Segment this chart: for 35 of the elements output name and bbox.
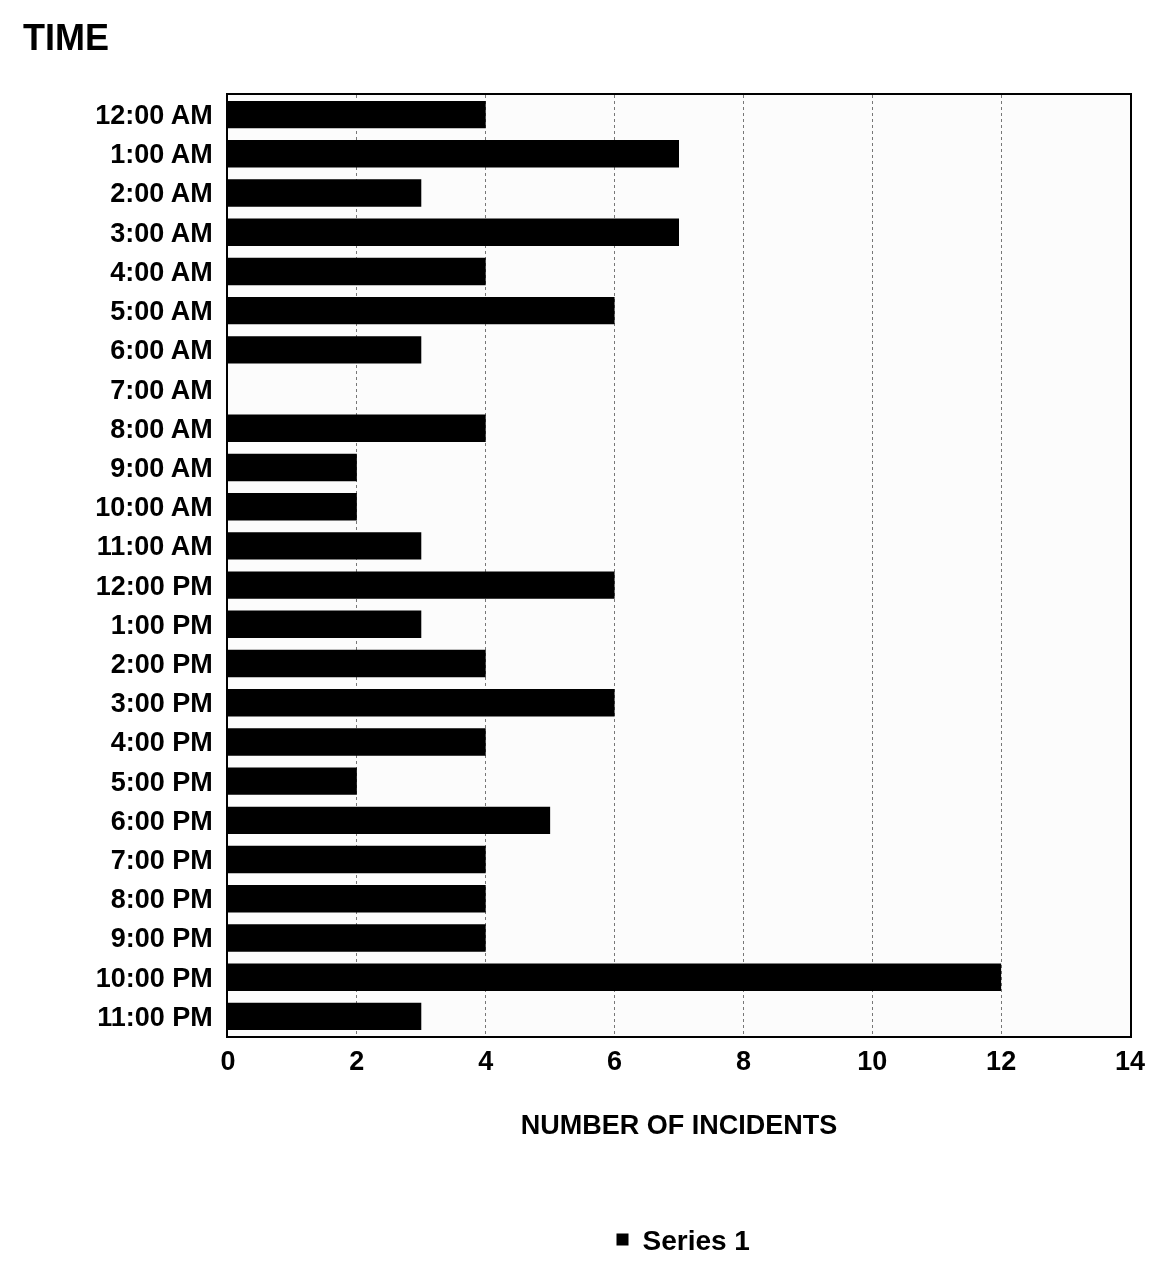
x-tick-label: 12: [986, 1046, 1017, 1077]
y-tick-label: 5:00 AM: [110, 296, 213, 327]
y-tick-label: 10:00 PM: [95, 962, 213, 993]
y-tick-label: 3:00 PM: [110, 688, 213, 719]
x-tick-label: 10: [857, 1046, 888, 1077]
y-tick-label: 10:00 AM: [95, 492, 213, 523]
y-tick-label: 11:00 AM: [96, 531, 213, 562]
y-tick-label: 12:00 AM: [95, 100, 213, 131]
y-tick-label: 8:00 AM: [110, 413, 213, 444]
y-tick-label: 2:00 AM: [110, 178, 213, 209]
y-tick-label: 4:00 PM: [110, 727, 213, 758]
y-tick-label: 8:00 PM: [110, 884, 213, 915]
x-tick-label: 14: [1114, 1046, 1146, 1077]
y-tick-label: 4:00 AM: [110, 256, 213, 287]
x-tick-label: 4: [478, 1046, 494, 1077]
y-tick-label: 6:00 AM: [110, 335, 213, 366]
y-tick-label: 1:00 PM: [110, 609, 213, 640]
y-tick-label: 7:00 AM: [110, 374, 213, 405]
legend-label: Series 1: [642, 1225, 750, 1257]
x-tick-label: 8: [735, 1046, 751, 1077]
y-tick-label: 3:00 AM: [110, 217, 213, 248]
y-tick-label: 9:00 AM: [110, 452, 213, 483]
y-tick-label: 11:00 PM: [97, 1001, 213, 1032]
y-tick-label: 1:00 AM: [110, 139, 213, 170]
x-tick-label: 0: [220, 1046, 236, 1077]
y-tick-label: 7:00 PM: [110, 845, 213, 876]
y-tick-label: 12:00 PM: [95, 570, 213, 601]
y-axis-title: TIME: [23, 17, 109, 58]
y-tick-label: 2:00 PM: [110, 648, 213, 679]
y-tick-label: 6:00 PM: [110, 805, 213, 836]
y-tick-label: 5:00 PM: [110, 766, 213, 797]
y-tick-label: 9:00 PM: [110, 923, 213, 954]
x-tick-label: 6: [607, 1046, 623, 1077]
x-axis-title: NUMBER OF INCIDENTS: [520, 1110, 838, 1141]
x-tick-label: 2: [349, 1046, 365, 1077]
